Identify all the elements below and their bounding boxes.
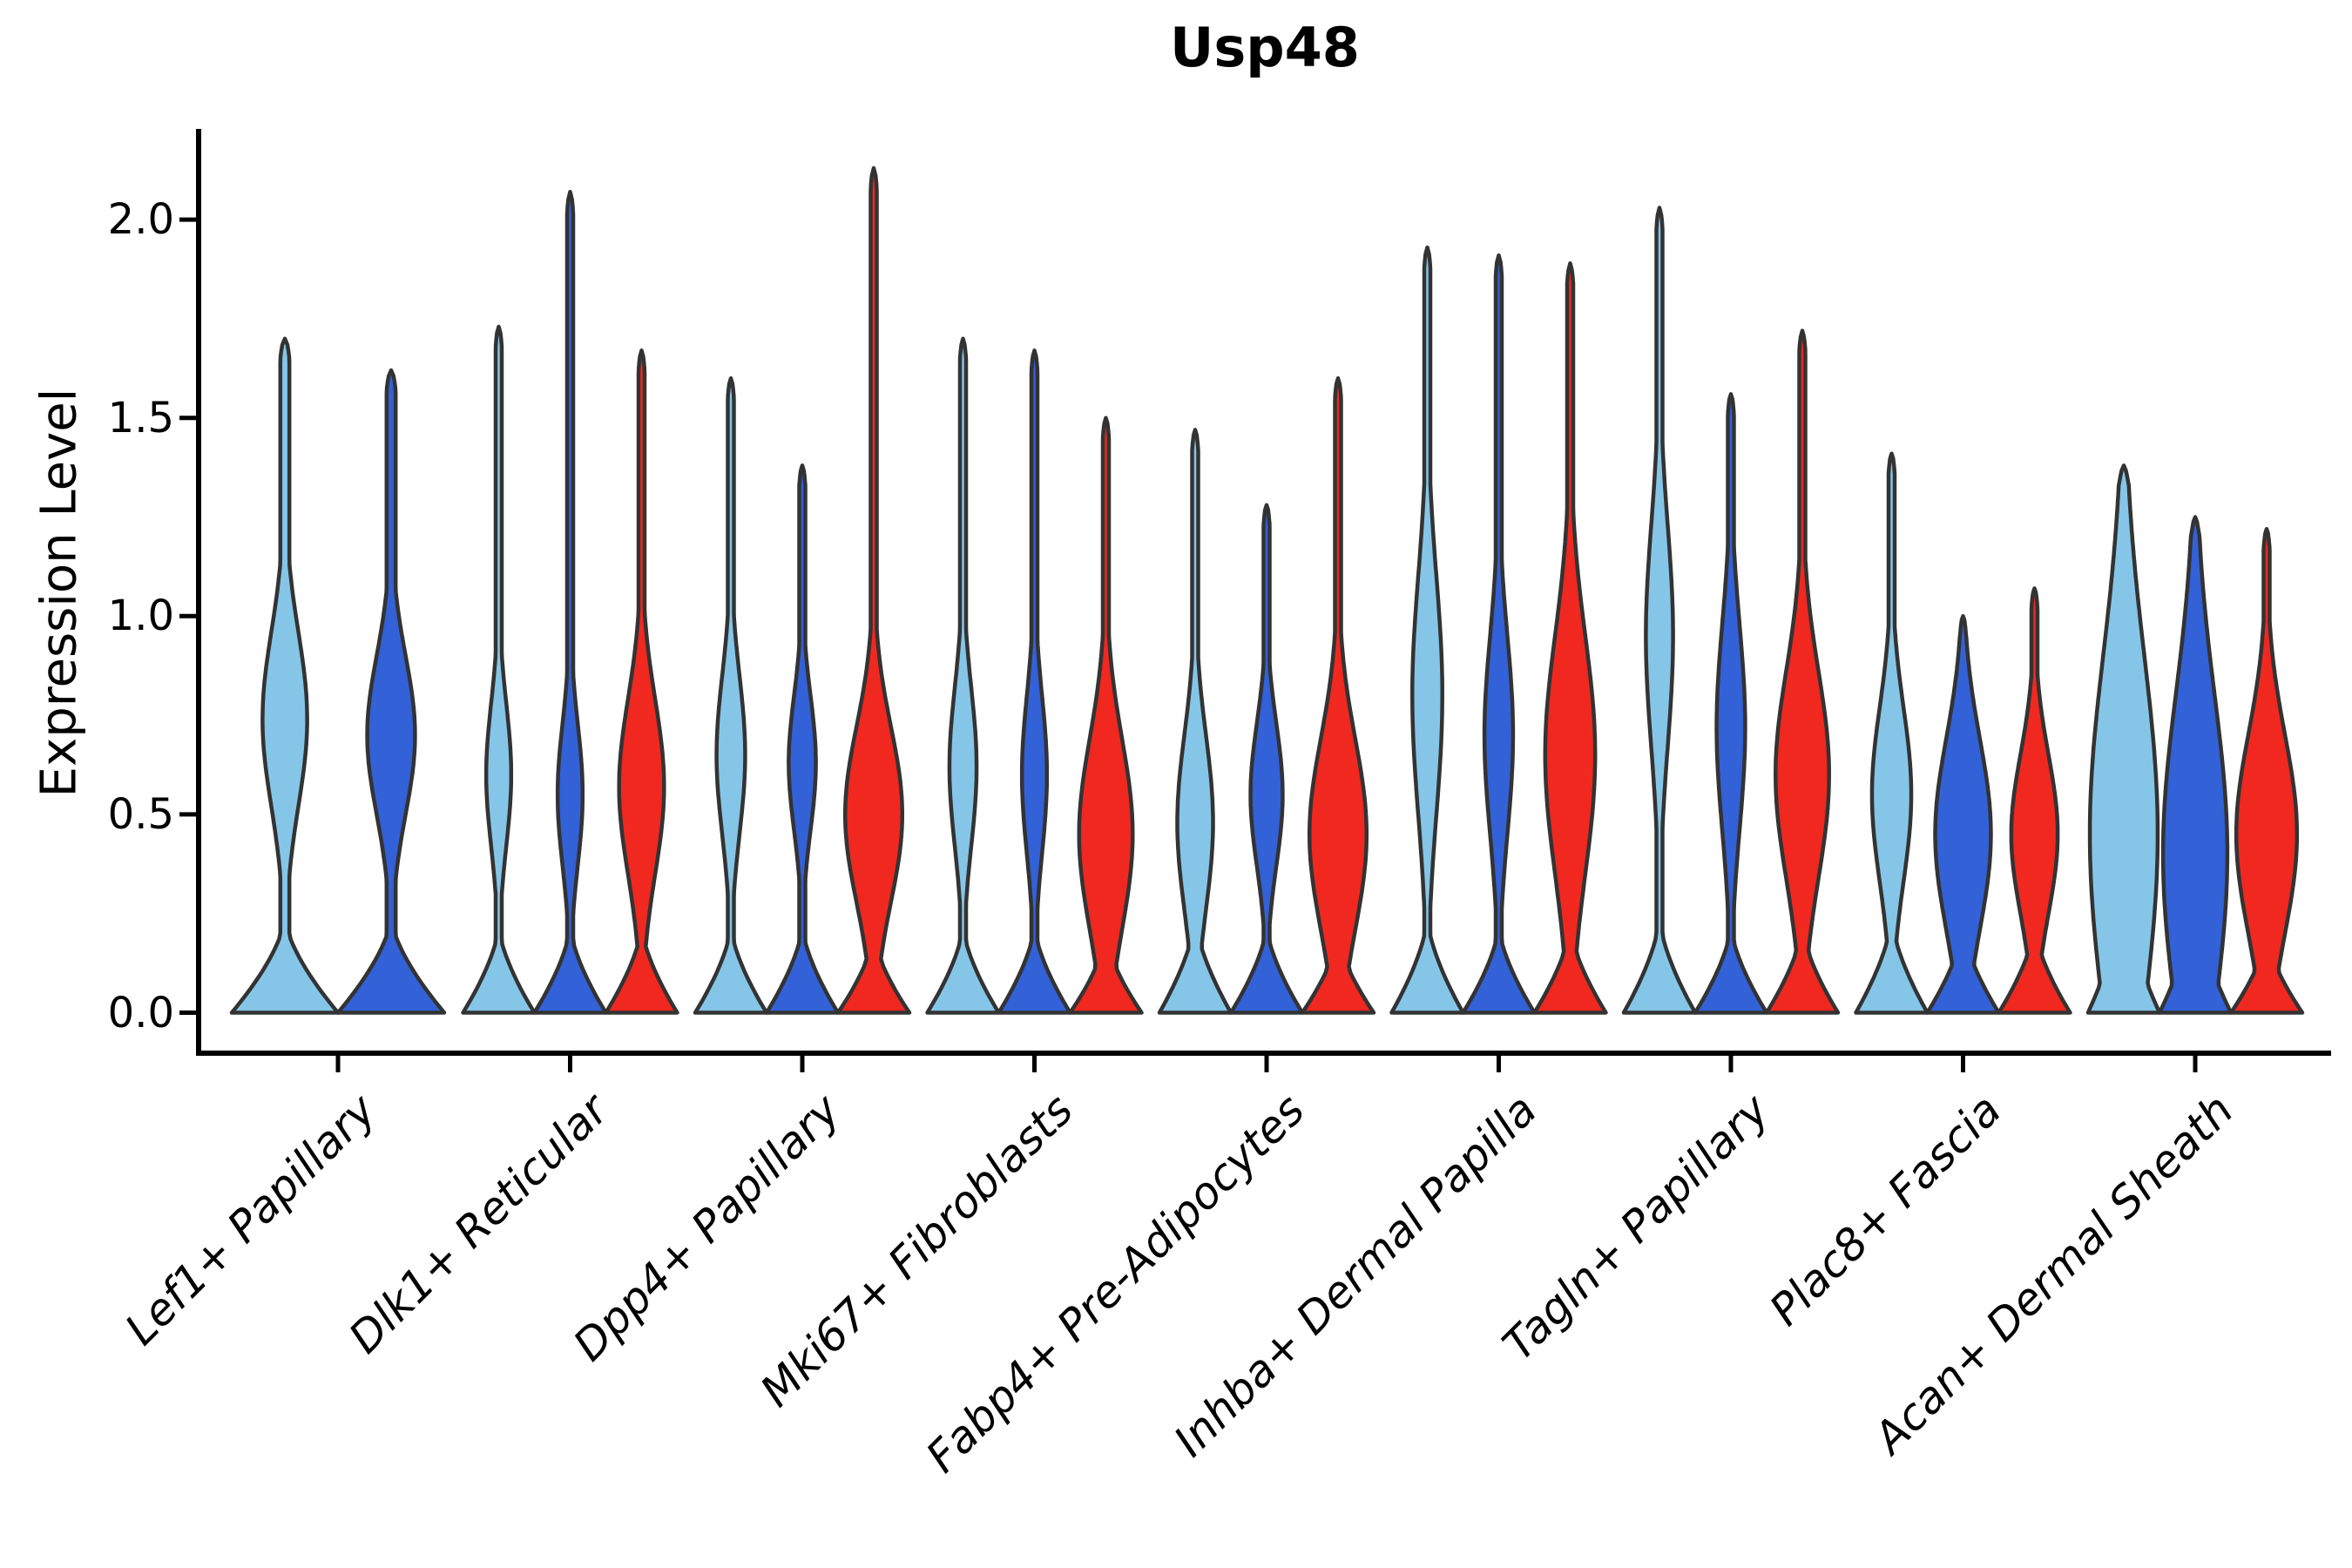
violin-split-red <box>835 166 912 1015</box>
violin-split-dark-blue <box>1461 253 1537 1015</box>
chart-title: Usp48 <box>1170 16 1360 79</box>
violin-split-light-blue <box>1621 206 1698 1015</box>
y-tick-label-0.5: 0.5 <box>107 789 174 839</box>
violin-split-dark-blue <box>997 348 1072 1015</box>
y-tick-label-1.5: 1.5 <box>107 393 174 443</box>
violin-split-light-blue <box>1854 451 1930 1015</box>
violin-split-light-blue <box>1157 428 1233 1015</box>
violin-split-light-blue <box>229 336 341 1015</box>
violin-split-red <box>1532 260 1608 1015</box>
y-tick-label-1.0: 1.0 <box>107 591 174 641</box>
violin-split-red <box>604 348 679 1015</box>
violin-split-red <box>1068 416 1144 1015</box>
violin-split-light-blue <box>2085 463 2162 1015</box>
violin-split-dark-blue <box>1925 614 2001 1015</box>
violin-split-light-blue <box>1389 245 1465 1015</box>
violin-split-red <box>1764 328 1841 1015</box>
violin-split-dark-blue <box>2157 515 2234 1015</box>
violin-split-dark-blue <box>532 189 608 1015</box>
violin-split-red <box>1997 586 2072 1015</box>
violin-split-dark-blue <box>764 463 841 1015</box>
y-tick-label-2.0: 2.0 <box>107 195 174 245</box>
y-tick-label-0.0: 0.0 <box>107 988 174 1037</box>
violin-split-dark-blue <box>1228 503 1305 1015</box>
violin-split-dark-blue <box>1693 392 1769 1015</box>
violin-split-dark-blue <box>335 368 447 1015</box>
violin-split-light-blue <box>693 375 769 1015</box>
violin-split-light-blue <box>461 324 537 1015</box>
violin-split-light-blue <box>925 336 1001 1015</box>
violin-split-red <box>1300 375 1376 1015</box>
violin-split-red <box>2228 526 2305 1015</box>
